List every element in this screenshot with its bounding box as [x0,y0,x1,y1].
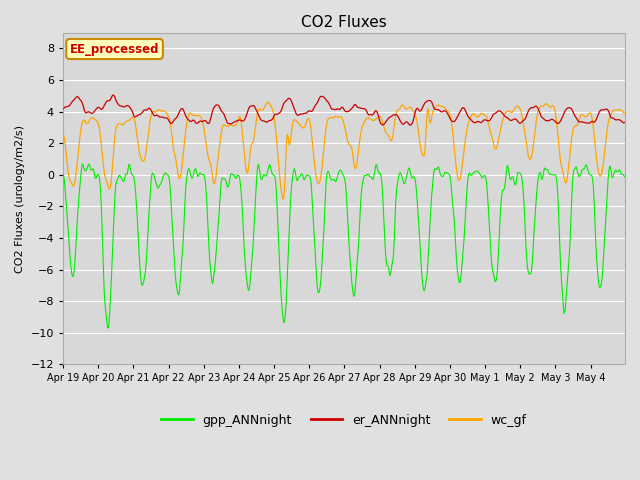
Legend: gpp_ANNnight, er_ANNnight, wc_gf: gpp_ANNnight, er_ANNnight, wc_gf [156,409,532,432]
Text: EE_processed: EE_processed [70,43,159,56]
Y-axis label: CO2 Fluxes (urology/m2/s): CO2 Fluxes (urology/m2/s) [15,124,25,273]
Title: CO2 Fluxes: CO2 Fluxes [301,15,387,30]
